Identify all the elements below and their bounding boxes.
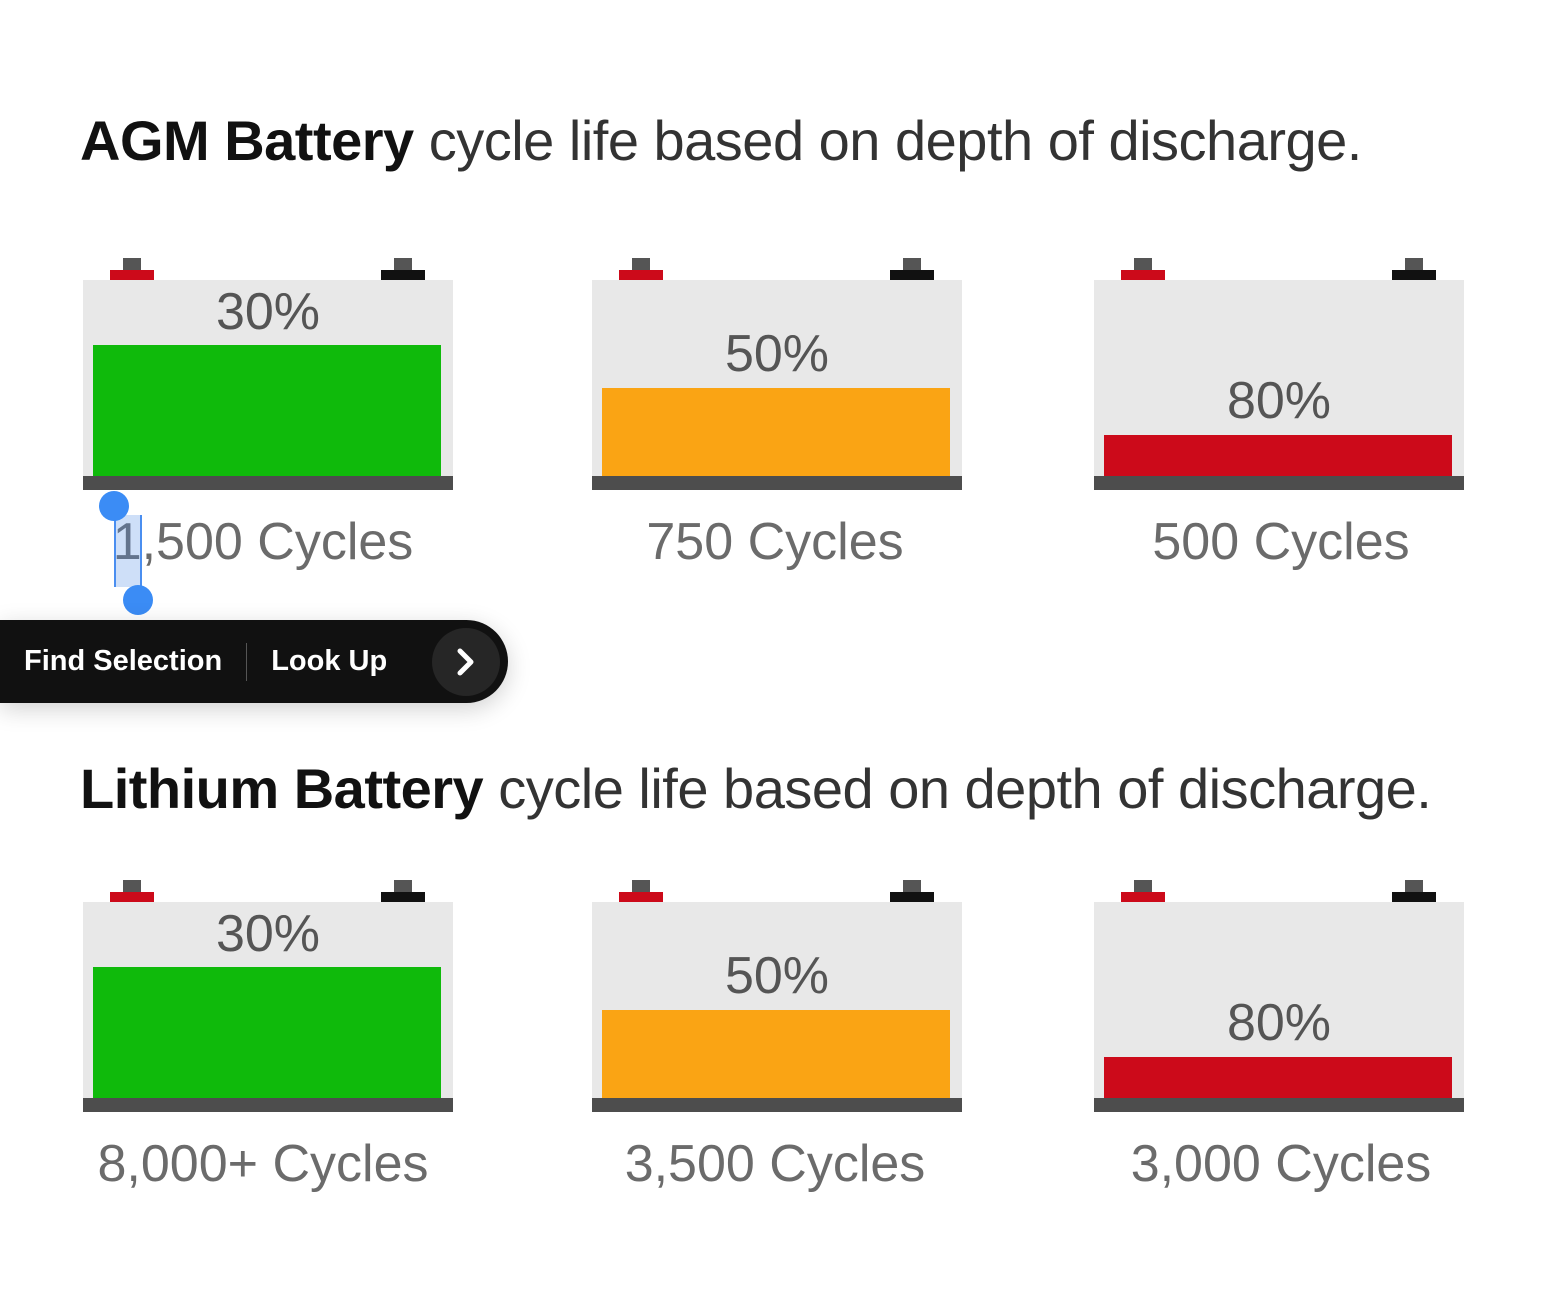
- agm-battery-80: 80%: [1094, 258, 1464, 493]
- charge-level-bar: [1104, 1057, 1452, 1100]
- heading-bold: Lithium Battery: [80, 757, 484, 820]
- cycles-label: 3,500 Cycles: [624, 1135, 926, 1193]
- agm-battery-30: 30%: [83, 258, 453, 493]
- battery-base: [1094, 1098, 1464, 1112]
- positive-terminal-icon: [1121, 258, 1165, 280]
- positive-terminal-icon: [619, 258, 663, 280]
- positive-terminal-icon: [1121, 880, 1165, 902]
- battery-base: [83, 476, 453, 490]
- cycles-label[interactable]: 1,500 Cycles: [112, 513, 414, 571]
- positive-terminal-icon: [110, 880, 154, 902]
- charge-level-bar: [1104, 435, 1452, 478]
- depth-label: 30%: [215, 283, 321, 341]
- chevron-right-icon: [457, 648, 474, 676]
- heading-bold: AGM Battery: [80, 109, 414, 172]
- cycles-label: 750 Cycles: [646, 513, 904, 571]
- heading-rest: cycle life based on depth of discharge.: [413, 109, 1363, 172]
- lithium-heading: Lithium Battery cycle life based on dept…: [80, 756, 1432, 821]
- cycles-label: 3,000 Cycles: [1130, 1135, 1432, 1193]
- positive-terminal-icon: [110, 258, 154, 280]
- agm-battery-50: 50%: [592, 258, 962, 493]
- cycles-label: 500 Cycles: [1152, 513, 1410, 571]
- lithium-battery-50: 50%: [592, 880, 962, 1115]
- negative-terminal-icon: [1392, 880, 1436, 902]
- lithium-battery-80: 80%: [1094, 880, 1464, 1115]
- charge-level-bar: [93, 967, 441, 1100]
- negative-terminal-icon: [890, 258, 934, 280]
- battery-base: [1094, 476, 1464, 490]
- negative-terminal-icon: [381, 880, 425, 902]
- charge-level-bar: [602, 388, 950, 478]
- battery-base: [592, 476, 962, 490]
- depth-label: 80%: [1226, 994, 1332, 1052]
- look-up-button[interactable]: Look Up: [271, 645, 388, 677]
- menu-divider: [246, 642, 248, 681]
- negative-terminal-icon: [890, 880, 934, 902]
- text-selection-highlight: [114, 515, 142, 587]
- depth-label: 30%: [215, 905, 321, 963]
- cycles-label: 8,000+ Cycles: [97, 1135, 429, 1193]
- find-selection-button[interactable]: Find Selection: [24, 645, 223, 677]
- depth-label: 80%: [1226, 372, 1332, 430]
- negative-terminal-icon: [1392, 258, 1436, 280]
- negative-terminal-icon: [381, 258, 425, 280]
- charge-level-bar: [602, 1010, 950, 1100]
- lithium-battery-30: 30%: [83, 880, 453, 1115]
- depth-label: 50%: [724, 325, 830, 383]
- agm-heading: AGM Battery cycle life based on depth of…: [80, 108, 1362, 173]
- more-options-button[interactable]: [432, 628, 500, 696]
- text-selection-context-menu: Find Selection Look Up: [0, 620, 508, 703]
- selection-end-handle[interactable]: [123, 585, 153, 615]
- battery-base: [83, 1098, 453, 1112]
- depth-label: 50%: [724, 947, 830, 1005]
- charge-level-bar: [93, 345, 441, 478]
- battery-base: [592, 1098, 962, 1112]
- selection-start-handle[interactable]: [99, 491, 129, 521]
- heading-rest: cycle life based on depth of discharge.: [483, 757, 1432, 820]
- positive-terminal-icon: [619, 880, 663, 902]
